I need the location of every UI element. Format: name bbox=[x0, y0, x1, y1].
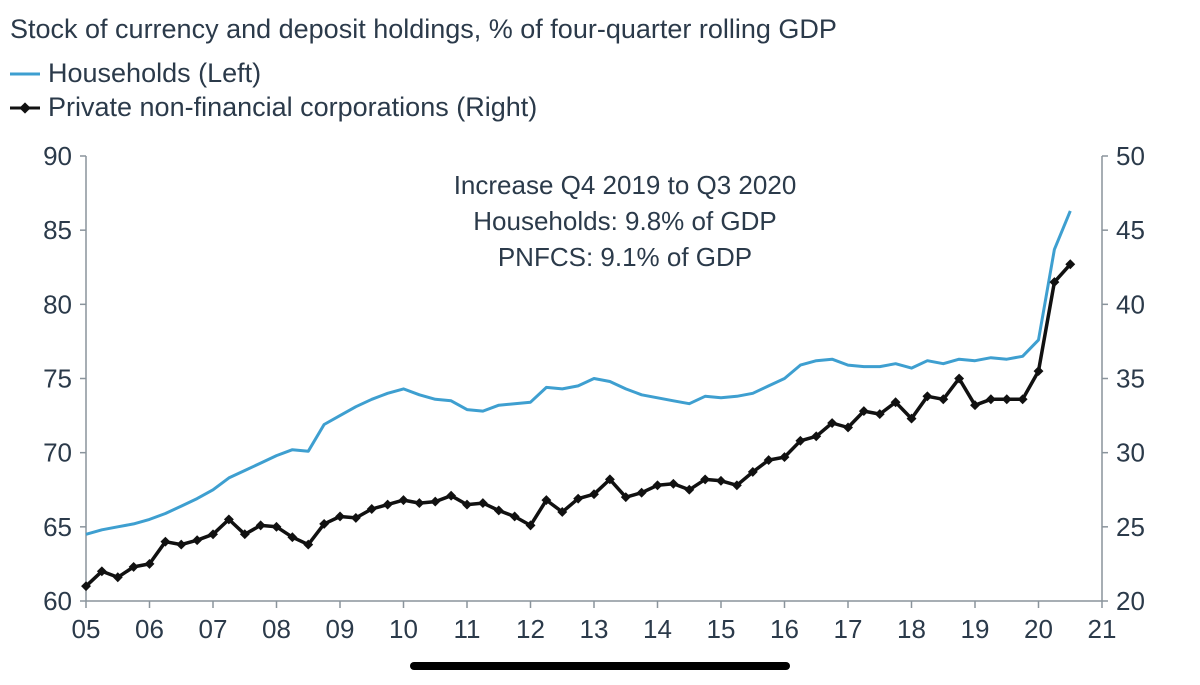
pnfc-point bbox=[827, 418, 838, 428]
series-households bbox=[85, 210, 1072, 536]
pnfc-point bbox=[763, 455, 774, 466]
x-tick-label: 13 bbox=[580, 614, 609, 644]
pnfc-point bbox=[1017, 394, 1028, 405]
pnfc-point bbox=[970, 400, 980, 411]
legend-households: Households (Left) bbox=[10, 58, 261, 89]
chart-axes: 90 85 80 75 70 65 60 50 45 40 35 30 25 20 05 06 07 08 09 10… bbox=[43, 141, 1145, 644]
x-tick-label: 11 bbox=[454, 614, 481, 644]
pnfc-line bbox=[84, 263, 1072, 588]
pnfc-point bbox=[811, 431, 822, 442]
x-tick-label: 18 bbox=[897, 614, 926, 644]
annotation-line: PNFCS: 9.1% of GDP bbox=[498, 242, 752, 272]
pnfc-point bbox=[81, 581, 91, 592]
x-tick-label: 21 bbox=[1088, 614, 1117, 644]
left-y-tick-label: 75 bbox=[43, 364, 72, 394]
left-y-tick-label: 80 bbox=[43, 289, 72, 319]
left-y-tick-label: 85 bbox=[43, 215, 72, 245]
x-tick-label: 16 bbox=[770, 614, 799, 644]
x-tick-label: 10 bbox=[389, 614, 418, 644]
pnfc-point bbox=[271, 521, 282, 532]
right-y-tick-label: 30 bbox=[1116, 438, 1145, 468]
pnfc-point bbox=[192, 535, 203, 546]
pnfc-point bbox=[938, 394, 949, 405]
x-tick-label: 06 bbox=[135, 614, 164, 644]
pnfc-point bbox=[668, 478, 679, 489]
pnfc-point bbox=[652, 480, 663, 491]
annotation-line: Increase Q4 2019 to Q3 2020 bbox=[454, 170, 797, 200]
pnfc-point bbox=[922, 391, 933, 402]
pnfc-point bbox=[176, 539, 187, 550]
pnfc-point bbox=[509, 511, 520, 522]
pnfc-point bbox=[858, 406, 869, 417]
pnfc-point bbox=[1001, 394, 1012, 405]
x-tick-label: 12 bbox=[516, 614, 545, 644]
pnfc-point bbox=[493, 505, 504, 516]
pnfc-point bbox=[684, 484, 695, 495]
pnfc-point bbox=[700, 474, 711, 485]
right-y-tick-label: 35 bbox=[1116, 364, 1145, 394]
home-indicator[interactable] bbox=[410, 662, 790, 670]
left-y-tick-label: 70 bbox=[43, 438, 72, 468]
pnfc-point bbox=[144, 558, 155, 569]
pnfc-point bbox=[589, 489, 599, 500]
left-y-tick-label: 65 bbox=[43, 512, 72, 542]
pnfc-point bbox=[446, 490, 457, 501]
right-y-tick-label: 45 bbox=[1116, 215, 1145, 245]
pnfc-point bbox=[382, 499, 393, 510]
pnfc-point bbox=[335, 511, 345, 522]
legend-households-swatch-icon bbox=[10, 72, 40, 75]
pnfc-point bbox=[985, 394, 996, 405]
pnfc-point bbox=[747, 466, 758, 477]
legend-pnfc-swatch-icon bbox=[10, 101, 40, 114]
pnfc-point bbox=[303, 539, 314, 550]
pnfc-point bbox=[541, 495, 552, 506]
pnfc-point bbox=[716, 475, 726, 486]
pnfc-point bbox=[954, 373, 965, 384]
chart-annotation: Increase Q4 2019 to Q3 2020 Households: 9… bbox=[454, 170, 797, 272]
legend-households-label: Households (Left) bbox=[48, 58, 262, 88]
right-y-tick-label: 50 bbox=[1116, 141, 1145, 171]
households-line bbox=[85, 210, 1072, 536]
pnfc-point bbox=[843, 422, 853, 433]
left-y-tick-label: 60 bbox=[43, 586, 72, 616]
left-y-tick-label: 90 bbox=[43, 141, 72, 171]
pnfc-point bbox=[557, 507, 568, 517]
pnfc-point bbox=[398, 495, 409, 506]
x-tick-label: 14 bbox=[643, 614, 672, 644]
x-tick-label: 17 bbox=[834, 614, 863, 644]
pnfc-point bbox=[779, 452, 790, 463]
pnfc-point bbox=[208, 529, 218, 540]
x-tick-label: 20 bbox=[1024, 614, 1053, 644]
pnfc-point bbox=[795, 435, 806, 446]
right-y-tick-label: 20 bbox=[1116, 586, 1145, 616]
legend-pnfc: Private non-financial corporations (Righ… bbox=[10, 92, 537, 123]
annotation-line: Households: 9.8% of GDP bbox=[473, 206, 777, 236]
legend-pnfc-label: Private non-financial corporations (Righ… bbox=[48, 92, 538, 122]
pnfc-point bbox=[890, 397, 901, 408]
pnfc-point bbox=[430, 496, 441, 507]
pnfc-point bbox=[287, 532, 298, 543]
chart-title: Stock of currency and deposit holdings, … bbox=[10, 14, 837, 44]
pnfc-point bbox=[874, 409, 885, 420]
x-tick-label: 15 bbox=[707, 614, 736, 644]
x-tick-label: 05 bbox=[72, 614, 101, 644]
x-tick-label: 08 bbox=[262, 614, 291, 644]
pnfc-point bbox=[414, 498, 425, 509]
pnfc-point bbox=[350, 512, 361, 523]
pnfc-point bbox=[636, 487, 647, 498]
pnfc-point bbox=[731, 480, 742, 491]
series-pnfc bbox=[81, 259, 1076, 592]
x-tick-label: 19 bbox=[961, 614, 990, 644]
right-y-tick-label: 25 bbox=[1116, 512, 1145, 542]
right-y-tick-label: 40 bbox=[1116, 289, 1145, 319]
pnfc-point bbox=[604, 474, 615, 485]
pnfc-point bbox=[366, 504, 377, 514]
x-tick-label: 07 bbox=[199, 614, 228, 644]
x-tick-label: 09 bbox=[326, 614, 355, 644]
